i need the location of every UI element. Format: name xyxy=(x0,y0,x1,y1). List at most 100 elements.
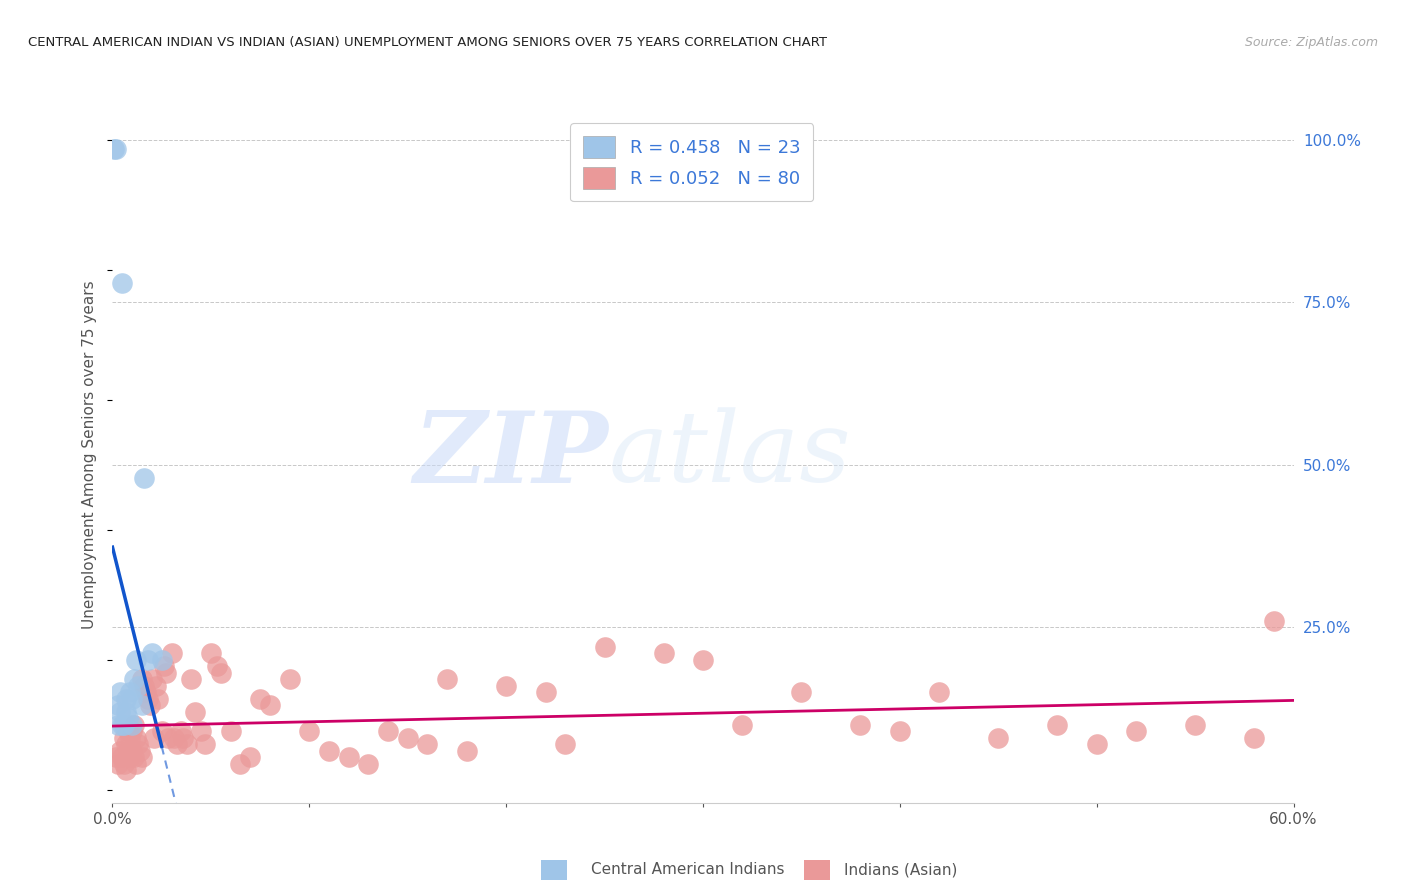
Point xyxy=(692,653,714,667)
Point xyxy=(495,679,517,693)
Point xyxy=(117,711,139,725)
Point xyxy=(249,691,271,706)
Text: Source: ZipAtlas.com: Source: ZipAtlas.com xyxy=(1244,36,1378,49)
Point xyxy=(456,744,478,758)
Point xyxy=(120,731,142,745)
Point xyxy=(127,679,149,693)
Point xyxy=(121,718,143,732)
Point xyxy=(121,724,143,739)
Point xyxy=(229,756,252,771)
Point xyxy=(115,737,138,751)
Point xyxy=(125,756,148,771)
Point xyxy=(200,646,222,660)
Point xyxy=(160,646,183,660)
Point xyxy=(534,685,557,699)
Point xyxy=(127,737,149,751)
Point xyxy=(1243,731,1265,745)
Text: Central American Indians: Central American Indians xyxy=(591,863,785,877)
Point xyxy=(180,672,202,686)
Y-axis label: Unemployment Among Seniors over 75 years: Unemployment Among Seniors over 75 years xyxy=(82,281,97,629)
Text: Indians (Asian): Indians (Asian) xyxy=(844,863,957,877)
Point xyxy=(132,679,155,693)
Point xyxy=(131,672,153,686)
Point xyxy=(103,142,125,156)
Point xyxy=(436,672,458,686)
Point xyxy=(205,659,228,673)
Point xyxy=(121,744,143,758)
Point xyxy=(111,750,134,764)
Point xyxy=(139,698,162,713)
Point xyxy=(120,750,142,764)
Text: atlas: atlas xyxy=(609,408,851,502)
Point xyxy=(122,718,145,732)
Point xyxy=(278,672,301,686)
Point xyxy=(115,705,138,719)
Point xyxy=(110,685,132,699)
Point xyxy=(107,718,129,732)
Point xyxy=(337,750,360,764)
Point xyxy=(652,646,675,660)
Point xyxy=(1184,718,1206,732)
Point xyxy=(790,685,813,699)
Point xyxy=(987,731,1010,745)
Text: CENTRAL AMERICAN INDIAN VS INDIAN (ASIAN) UNEMPLOYMENT AMONG SENIORS OVER 75 YEA: CENTRAL AMERICAN INDIAN VS INDIAN (ASIAN… xyxy=(28,36,827,49)
Point xyxy=(135,685,157,699)
Point xyxy=(731,718,754,732)
Point xyxy=(122,750,145,764)
Point xyxy=(117,724,139,739)
Point xyxy=(396,731,419,745)
Point xyxy=(155,665,177,680)
Legend: R = 0.458   N = 23, R = 0.052   N = 80: R = 0.458 N = 23, R = 0.052 N = 80 xyxy=(571,123,813,202)
Point xyxy=(110,705,132,719)
Point xyxy=(112,731,135,745)
Point xyxy=(357,756,380,771)
Point xyxy=(115,764,138,778)
Point xyxy=(176,737,198,751)
Point xyxy=(1085,737,1108,751)
Text: ZIP: ZIP xyxy=(413,407,609,503)
Point xyxy=(111,718,134,732)
Point xyxy=(105,142,128,156)
Point xyxy=(209,665,232,680)
Point xyxy=(1046,718,1069,732)
Point xyxy=(889,724,911,739)
Point xyxy=(298,724,321,739)
Point xyxy=(105,750,128,764)
Point xyxy=(142,731,165,745)
Point xyxy=(593,640,616,654)
Point xyxy=(150,653,173,667)
Point xyxy=(849,718,872,732)
Point xyxy=(107,756,129,771)
Point xyxy=(166,737,188,751)
Point xyxy=(131,698,153,713)
Point xyxy=(125,653,148,667)
Point xyxy=(132,471,155,485)
Point xyxy=(136,653,159,667)
Point xyxy=(146,691,169,706)
Point xyxy=(125,731,148,745)
Point xyxy=(131,750,153,764)
Point xyxy=(190,724,212,739)
Point xyxy=(152,659,174,673)
Point xyxy=(112,718,135,732)
Point xyxy=(1263,614,1285,628)
Point xyxy=(239,750,262,764)
Point xyxy=(156,731,179,745)
Point xyxy=(145,679,167,693)
Point xyxy=(136,691,159,706)
Point xyxy=(129,744,152,758)
Point xyxy=(184,705,207,719)
Point xyxy=(318,744,340,758)
Point xyxy=(219,724,242,739)
Point xyxy=(416,737,439,751)
Point xyxy=(111,276,134,290)
Point xyxy=(554,737,576,751)
Point xyxy=(377,724,399,739)
Point xyxy=(107,698,129,713)
Point xyxy=(172,731,194,745)
Point xyxy=(1125,724,1147,739)
Point xyxy=(110,744,132,758)
Point xyxy=(122,672,145,686)
Point xyxy=(121,691,143,706)
Point xyxy=(170,724,193,739)
